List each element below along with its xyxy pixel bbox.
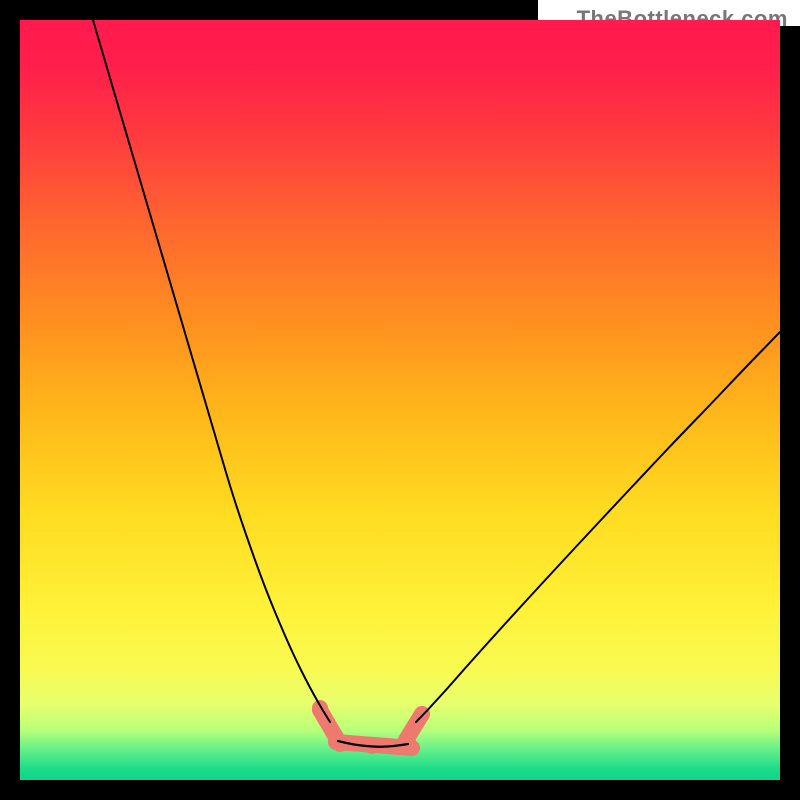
border-bottom	[0, 780, 800, 800]
chart-frame: TheBottleneck.com	[0, 0, 800, 800]
border-left	[0, 0, 20, 800]
bottleneck-curve-chart	[20, 20, 780, 780]
gradient-background	[20, 20, 780, 780]
border-right	[780, 0, 800, 800]
plot-area	[20, 20, 780, 780]
